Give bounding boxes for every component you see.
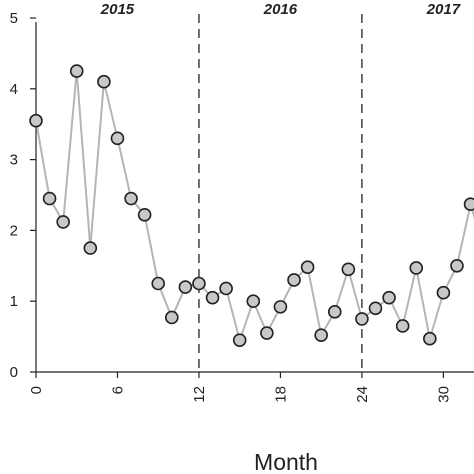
data-point (151, 276, 166, 291)
data-point (232, 333, 247, 347)
data-point (287, 273, 301, 287)
year-label: 2017 (426, 1, 461, 18)
data-point (110, 131, 125, 146)
data-point (341, 262, 356, 277)
data-point (246, 294, 261, 309)
data-point (273, 300, 288, 314)
data-point (382, 290, 396, 305)
data-point (165, 310, 179, 325)
data-point (192, 276, 206, 291)
data-point (56, 215, 70, 229)
data-point (463, 197, 474, 212)
data-point (83, 241, 98, 255)
x-tick-label: 24 (354, 386, 371, 403)
series-line (35, 71, 474, 344)
y-tick-label: 3 (10, 152, 18, 169)
y-ticks: 0 1 2 3 4 5 (10, 10, 36, 381)
data-point (260, 326, 274, 340)
data-point (205, 290, 220, 305)
x-tick-label: 0 (28, 386, 45, 394)
y-tick-label: 0 (10, 364, 18, 381)
axes (35, 22, 474, 373)
data-point (409, 261, 424, 275)
data-point (29, 113, 43, 128)
series-points (29, 64, 474, 347)
x-tick-label: 30 (435, 386, 452, 403)
year-labels: 201520162017201820192 (100, 1, 461, 18)
data-point (137, 208, 152, 222)
data-point (124, 191, 138, 206)
year-label: 2016 (263, 1, 298, 18)
data-point (42, 191, 57, 206)
data-point (436, 285, 451, 300)
data-point (219, 281, 233, 296)
x-axis-label: Month (254, 449, 318, 474)
data-point (327, 305, 342, 319)
x-tick-label: 12 (191, 386, 208, 403)
year-label: 2015 (100, 1, 135, 18)
y-tick-label: 1 (10, 293, 18, 310)
y-tick-label: 4 (10, 81, 18, 98)
data-point (69, 64, 84, 78)
x-tick-label: 6 (109, 386, 126, 394)
data-point (355, 312, 369, 326)
y-tick-label: 5 (10, 10, 18, 27)
data-point (97, 74, 111, 89)
y-tick-label: 2 (10, 222, 18, 239)
x-tick-label: 18 (272, 386, 289, 403)
data-point (368, 301, 383, 316)
x-ticks: 06121824303642485460 (28, 372, 452, 403)
data-point (395, 319, 410, 333)
data-point (300, 260, 315, 275)
data-point (450, 258, 464, 273)
series-lines (35, 71, 474, 344)
data-point (423, 331, 437, 346)
data-point (314, 328, 328, 342)
data-point (178, 280, 193, 294)
